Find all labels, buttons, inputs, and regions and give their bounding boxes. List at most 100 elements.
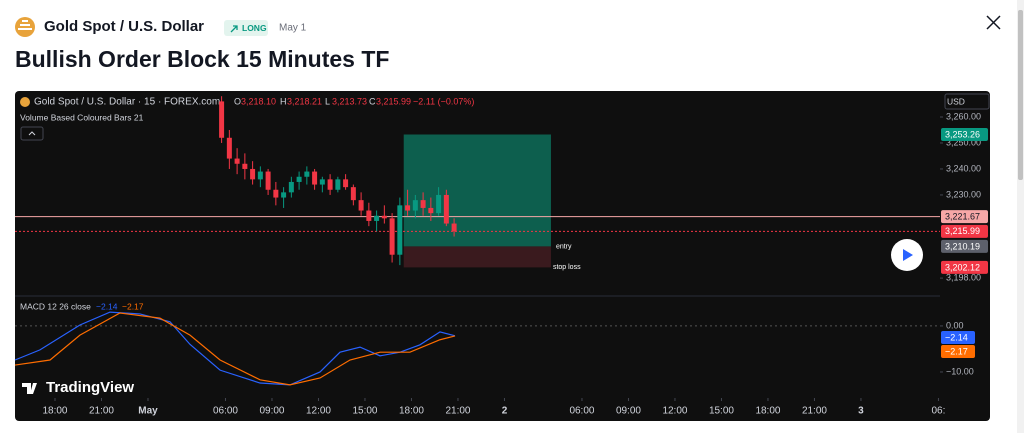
profit-zone: [403, 134, 551, 247]
x-tick-label: 06:: [931, 406, 945, 417]
candle-body: [397, 205, 403, 255]
x-tick-label: 06:00: [213, 406, 238, 417]
candle-body: [420, 200, 426, 208]
macd-badge-bg: [941, 331, 975, 344]
entry-label: entry: [556, 243, 572, 250]
stop-badge-bg: [941, 260, 988, 274]
x-tick-label: 15:00: [709, 406, 734, 417]
symbol-name[interactable]: Gold Spot / U.S. Dollar: [44, 18, 204, 35]
candle-body: [374, 215, 380, 221]
candle-body: [257, 171, 263, 180]
x-tick-label: 12:00: [306, 406, 331, 417]
candle-body: [296, 176, 302, 182]
x-tick-label: 09:00: [259, 406, 284, 417]
candle-body: [319, 179, 325, 185]
idea-date: May 1: [279, 23, 307, 34]
x-tick-label: 18:00: [399, 406, 424, 417]
candle-body: [312, 171, 318, 185]
x-tick-label: 3: [858, 406, 864, 417]
candle-body: [412, 200, 418, 211]
macd-legend-value: −2.17: [122, 301, 144, 311]
y-tick-label: 3,240.00: [946, 163, 981, 173]
candle-body: [219, 101, 225, 138]
replay-icon: [903, 249, 913, 261]
candle-body: [381, 215, 387, 219]
macd-badge-bg: [941, 345, 975, 358]
currency-box[interactable]: [944, 93, 990, 110]
tv-icon: [22, 383, 37, 394]
y-tick-label: 3,198.00: [946, 272, 981, 282]
candle-body: [234, 158, 240, 164]
collapse-button[interactable]: [20, 126, 44, 141]
macd-line: [14, 311, 456, 386]
candle-body: [350, 187, 356, 201]
legend-symbol: Gold Spot / U.S. Dollar · 15 · FOREX.com: [34, 97, 220, 108]
legend-key: L: [325, 96, 330, 106]
long-label: LONG: [242, 23, 267, 33]
candle-body: [428, 207, 434, 214]
y-tick-label: 3,250.00: [946, 137, 981, 147]
close-icon[interactable]: [986, 15, 1001, 30]
x-tick-label: 18:00: [42, 406, 67, 417]
target-badge: 3,253.26: [945, 129, 980, 139]
long-badge: [224, 20, 268, 36]
scrollbar-track[interactable]: [1017, 0, 1024, 433]
symbol-logo-mark: [18, 20, 32, 30]
currency: USD: [947, 96, 965, 106]
close-button[interactable]: [986, 15, 1001, 30]
symbol-logo: [15, 17, 35, 37]
target-badge-bg: [941, 128, 988, 142]
y-tick-label: 3,260.00: [946, 111, 981, 121]
macd-legend-value: −2.14: [96, 301, 118, 311]
macd-badge: −2.17: [945, 346, 968, 356]
candle-body: [281, 192, 287, 198]
price-badge: 3,221.67: [945, 211, 980, 221]
tradingview-logo: TradingView: [22, 379, 134, 396]
candle-body: [273, 189, 279, 198]
price-badge-bg: [941, 210, 988, 224]
collapse-icon: [28, 131, 36, 136]
legend-value: 3,215.99: [376, 96, 411, 106]
candle-body: [366, 210, 372, 221]
stop-badge: 3,202.12: [945, 262, 980, 272]
legend-value: 3,218.21: [287, 96, 322, 106]
long-arrow: [230, 25, 238, 33]
candle-body: [335, 179, 341, 190]
candle-body: [288, 181, 294, 193]
y-tick-label: −10.00: [946, 366, 974, 376]
macd-badge: −2.14: [945, 332, 968, 342]
x-tick-label: 12:00: [662, 406, 687, 417]
legend-logo: [20, 97, 30, 107]
replay-button[interactable]: [891, 239, 923, 271]
candle-body: [304, 171, 310, 177]
idea-title: Bullish Order Block 15 Minutes TF: [15, 46, 389, 72]
x-tick-label: 21:00: [89, 406, 114, 417]
x-tick-label: 21:00: [445, 406, 470, 417]
legend-value: 3,213.73: [332, 96, 367, 106]
candle-body: [226, 137, 232, 159]
x-tick-label: 09:00: [616, 406, 641, 417]
legend-key: H: [280, 96, 287, 106]
candle-body: [451, 223, 457, 232]
x-tick-label: 21:00: [802, 406, 827, 417]
x-tick-label: 2: [502, 406, 508, 417]
legend-value: 3,218.10: [241, 96, 276, 106]
scrollbar-thumb[interactable]: [1018, 10, 1023, 180]
candle-body: [242, 163, 248, 169]
candle-body: [389, 218, 395, 255]
stop-label: stop loss: [553, 264, 581, 271]
candle-body: [250, 168, 256, 180]
x-tick-label: 06:00: [569, 406, 594, 417]
x-tick-label: 15:00: [352, 406, 377, 417]
macd-line: [14, 312, 456, 386]
brand: TradingView: [46, 379, 134, 396]
price-badge: 3,215.99: [945, 226, 980, 236]
stop-zone: [403, 246, 551, 268]
candle-body: [436, 194, 442, 214]
candle-body: [358, 200, 364, 211]
candle-body: [327, 179, 333, 190]
candle-body: [443, 194, 449, 224]
candle-body: [405, 205, 411, 211]
